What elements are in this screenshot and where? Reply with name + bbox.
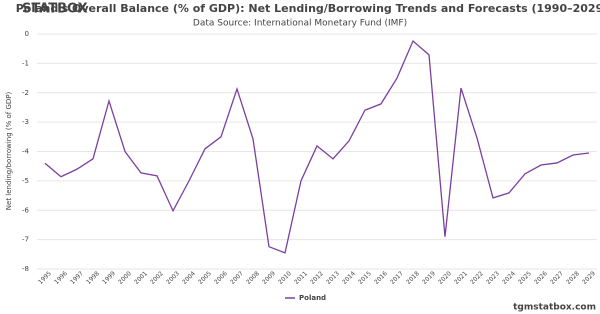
x-tick-label: 2019 (421, 270, 437, 286)
x-tick-label: 2028 (565, 270, 581, 286)
x-tick-label: 2023 (485, 270, 501, 286)
y-tick-label: -1 (22, 59, 29, 67)
x-tick-label: 2011 (293, 270, 309, 286)
x-tick-label: 2024 (501, 270, 517, 286)
x-tick-label: 1996 (53, 270, 69, 286)
x-tick-label: 2025 (517, 270, 533, 286)
y-tick-label: -6 (22, 206, 30, 214)
legend-label: Poland (299, 294, 326, 302)
y-tick-label: -2 (22, 89, 29, 97)
x-tick-label: 2021 (453, 270, 469, 286)
x-tick-label: 2003 (165, 270, 181, 286)
watermark: tgmstatbox.com (513, 303, 596, 313)
x-tick-label: 2013 (325, 270, 341, 286)
x-tick-label: 2026 (533, 270, 549, 286)
y-tick-label: 0 (25, 30, 29, 38)
x-tick-label: 1998 (85, 270, 101, 286)
y-tick-label: -4 (22, 148, 30, 156)
x-tick-label: 2017 (389, 270, 405, 286)
x-tick-label: 2022 (469, 270, 485, 286)
x-tick-label: 2002 (149, 270, 165, 286)
x-tick-label: 2012 (309, 270, 325, 286)
x-tick-label: 1995 (37, 270, 53, 286)
x-tick-label: 2018 (405, 270, 421, 286)
logo: STATBOX (22, 2, 88, 17)
x-tick-label: 2008 (245, 270, 261, 286)
y-tick-label: -3 (22, 118, 29, 126)
x-tick-label: 2010 (277, 270, 293, 286)
x-tick-label: 2027 (549, 270, 565, 286)
x-tick-label: 2005 (197, 270, 213, 286)
x-tick-label: 2029 (581, 270, 597, 286)
y-tick-label: -5 (22, 177, 29, 185)
x-tick-label: 2006 (213, 270, 229, 286)
y-axis-label: Net lending/borrowing (% of GDP) (5, 92, 13, 211)
x-tick-label: 2004 (181, 270, 197, 286)
x-tick-label: 2020 (437, 270, 453, 286)
chart-title: Poland's Overall Balance (% of GDP): Net… (16, 2, 600, 15)
x-tick-label: 2001 (133, 270, 149, 286)
y-tick-label: -8 (22, 265, 29, 273)
x-tick-label: 2014 (341, 270, 357, 286)
chart-subtitle: Data Source: International Monetary Fund… (193, 19, 407, 29)
x-tick-label: 2000 (117, 270, 133, 286)
data-line (44, 39, 590, 254)
x-tick-label: 2007 (229, 270, 245, 286)
x-tick-label: 2009 (261, 270, 277, 286)
x-tick-label: 2016 (373, 270, 389, 286)
x-tick-label: 1999 (101, 270, 117, 286)
y-tick-label: -7 (22, 236, 29, 244)
x-tick-label: 1997 (69, 270, 85, 286)
x-tick-label: 2015 (357, 270, 373, 286)
